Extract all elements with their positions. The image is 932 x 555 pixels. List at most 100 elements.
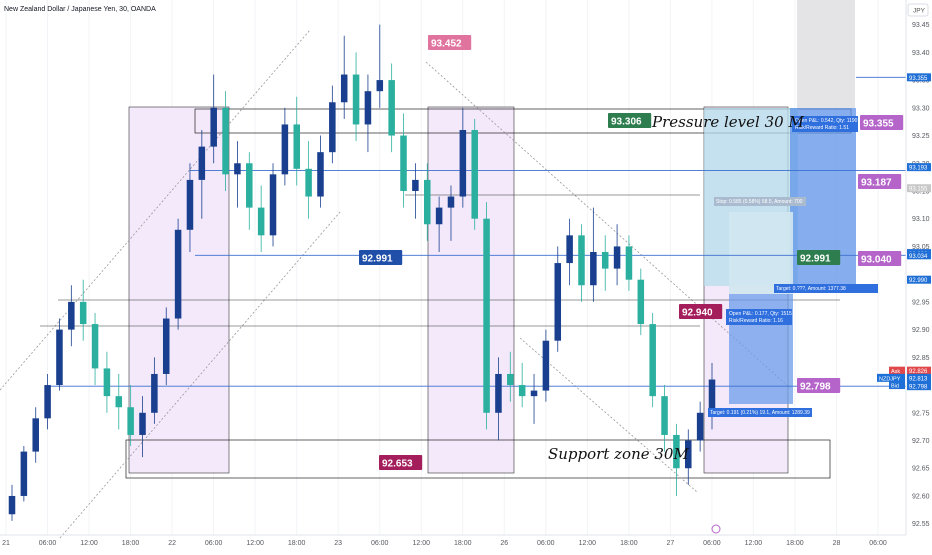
candle[interactable]: [495, 357, 502, 441]
candle[interactable]: [542, 329, 550, 402]
candle[interactable]: [103, 351, 111, 413]
position-stop-box-1[interactable]: Stop: 0.585 (0.58%) 58.5, Amount: 700: [714, 197, 806, 206]
callout-tag-0-text: 93.452: [431, 39, 462, 50]
candle[interactable]: [601, 235, 609, 291]
callout-tag-3[interactable]: 92.991: [797, 250, 841, 265]
level-tag-2[interactable]: 92.991: [359, 250, 403, 265]
price-axis-marker[interactable]: 93.355: [907, 73, 931, 82]
level-tag-1[interactable]: 93.187: [858, 174, 902, 189]
candle[interactable]: [673, 423, 680, 496]
currency-button[interactable]: JPY: [907, 3, 929, 17]
candle[interactable]: [661, 385, 668, 452]
pressure-level-label[interactable]: Pressure level 30 M: [651, 113, 804, 131]
position-target-box-2[interactable]: Target: 0.191 (0.21%) 19.1, Amount: 1289…: [708, 408, 812, 417]
event-marker-icon[interactable]: [711, 524, 721, 534]
candle[interactable]: [198, 129, 206, 219]
trendline-up-long[interactable]: [0, 29, 311, 391]
candle[interactable]: [44, 373, 51, 430]
level-tag-3[interactable]: 92.940: [679, 304, 723, 319]
position-target-box-1[interactable]: Target: 0.???, Amount: 1377.38: [774, 284, 878, 293]
callout-tag-0[interactable]: 93.452: [428, 35, 472, 50]
candle[interactable]: [246, 152, 253, 230]
candle[interactable]: [554, 246, 562, 352]
level-tag-5[interactable]: 92.653: [379, 455, 423, 470]
candle[interactable]: [68, 285, 75, 347]
candle[interactable]: [530, 373, 538, 424]
price-axis[interactable]: 93.4593.4093.3593.3093.2593.2093.1593.10…: [877, 22, 931, 528]
candle[interactable]: [412, 163, 419, 219]
candle[interactable]: [151, 357, 158, 424]
candle[interactable]: [708, 362, 716, 430]
candle[interactable]: [56, 318, 63, 391]
candle[interactable]: [281, 107, 289, 186]
candle[interactable]: [127, 385, 134, 447]
candle[interactable]: [376, 24, 384, 108]
candle[interactable]: [471, 118, 478, 230]
price-axis-marker[interactable]: 93.034: [907, 251, 931, 260]
candle[interactable]: [447, 185, 455, 241]
candle[interactable]: [518, 362, 526, 408]
candle[interactable]: [352, 52, 360, 142]
price-axis-marker[interactable]: 93.155: [907, 184, 931, 193]
candle[interactable]: [234, 141, 241, 208]
candle[interactable]: [210, 74, 217, 164]
candle[interactable]: [32, 407, 39, 463]
candle[interactable]: [340, 35, 348, 119]
candle[interactable]: [162, 307, 170, 386]
position-info-box-1[interactable]: Open P&L: 0.542, Qty: 1190 Risk/Reward R…: [792, 116, 858, 132]
price-tag-ask[interactable]: Ask: [889, 366, 905, 376]
candle[interactable]: [637, 268, 645, 336]
price-tag-bid[interactable]: Bid: [889, 381, 905, 390]
candle[interactable]: [293, 96, 301, 186]
callout-tag-2[interactable]: 93.040: [858, 251, 902, 266]
candle[interactable]: [364, 74, 372, 153]
candle[interactable]: [483, 202, 490, 430]
candle[interactable]: [222, 91, 229, 191]
candle[interactable]: [329, 85, 336, 164]
callout-tag-1[interactable]: 93.355: [860, 115, 904, 130]
candle[interactable]: [79, 279, 87, 341]
price-axis-marker[interactable]: 92.798: [907, 382, 931, 391]
trendline-down-lower[interactable]: [519, 337, 698, 493]
candle[interactable]: [423, 163, 431, 241]
candle[interactable]: [649, 312, 656, 408]
candle[interactable]: [459, 107, 467, 208]
candle[interactable]: [305, 141, 312, 219]
position-info-box-2[interactable]: Open P&L: 0.177, Qty: 1515 Risk/Reward R…: [726, 309, 792, 325]
candle[interactable]: [257, 185, 265, 252]
trendline-down[interactable]: [425, 61, 791, 389]
support-zone-box[interactable]: [125, 439, 831, 479]
candle[interactable]: [613, 224, 621, 286]
candle[interactable]: [590, 207, 597, 302]
candle[interactable]: [139, 396, 146, 458]
candle[interactable]: [8, 484, 16, 521]
time-axis[interactable]: 21 06:00 12:00 18:00 22 06:00 12:00 18:00 23 06:0…: [2, 540, 887, 547]
price-axis-marker[interactable]: 92.990: [907, 275, 931, 285]
candle[interactable]: [400, 113, 407, 208]
candle[interactable]: [435, 196, 443, 252]
level-tag-0[interactable]: 93.306: [608, 113, 652, 128]
price-axis-marker[interactable]: 93.193: [907, 163, 931, 172]
candle[interactable]: [115, 373, 123, 430]
support-zone-label[interactable]: Support zone 30M: [548, 445, 689, 463]
price-axis-marker[interactable]: 92.813: [907, 373, 931, 383]
candle[interactable]: [578, 224, 585, 302]
candle[interactable]: [507, 351, 514, 402]
candle[interactable]: [91, 312, 99, 386]
candle[interactable]: [269, 163, 277, 247]
candle[interactable]: [174, 218, 182, 330]
price-axis-marker[interactable]: 92.826: [907, 366, 931, 376]
candle[interactable]: [186, 163, 194, 252]
candle[interactable]: [388, 63, 395, 153]
session-box-2[interactable]: [427, 106, 515, 474]
level-tag-4[interactable]: 92.798: [797, 378, 841, 393]
candle[interactable]: [625, 235, 633, 291]
candle[interactable]: [317, 135, 324, 208]
candle[interactable]: [566, 218, 573, 286]
candle[interactable]: [696, 401, 704, 452]
price-tag-nzdjpy[interactable]: NZDJPY: [877, 373, 905, 383]
position-target-zone-2[interactable]: [729, 212, 793, 294]
candle[interactable]: [685, 429, 692, 485]
candle[interactable]: [20, 446, 28, 502]
